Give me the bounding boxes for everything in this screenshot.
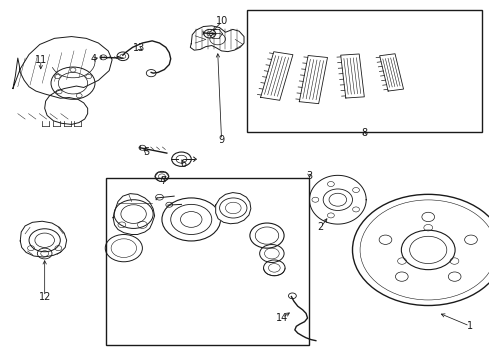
- Text: 14: 14: [276, 313, 288, 323]
- Polygon shape: [341, 54, 364, 98]
- Text: 5: 5: [143, 147, 149, 157]
- Text: 3: 3: [306, 171, 313, 181]
- Polygon shape: [216, 193, 251, 224]
- Polygon shape: [380, 54, 404, 91]
- Polygon shape: [299, 55, 327, 104]
- Text: 11: 11: [35, 55, 47, 65]
- Text: 1: 1: [466, 321, 473, 331]
- Text: 7: 7: [160, 176, 166, 186]
- Polygon shape: [113, 194, 155, 234]
- Polygon shape: [20, 221, 67, 257]
- Text: 8: 8: [362, 128, 368, 138]
- Text: 13: 13: [133, 43, 145, 53]
- Text: 6: 6: [181, 159, 187, 169]
- Polygon shape: [261, 52, 293, 100]
- Text: 9: 9: [219, 135, 224, 145]
- Bar: [247, 10, 482, 132]
- Bar: [106, 178, 309, 345]
- Text: 12: 12: [39, 292, 51, 302]
- Polygon shape: [190, 26, 244, 51]
- Text: 10: 10: [216, 17, 228, 27]
- Text: 2: 2: [318, 222, 324, 232]
- Text: 4: 4: [91, 54, 97, 64]
